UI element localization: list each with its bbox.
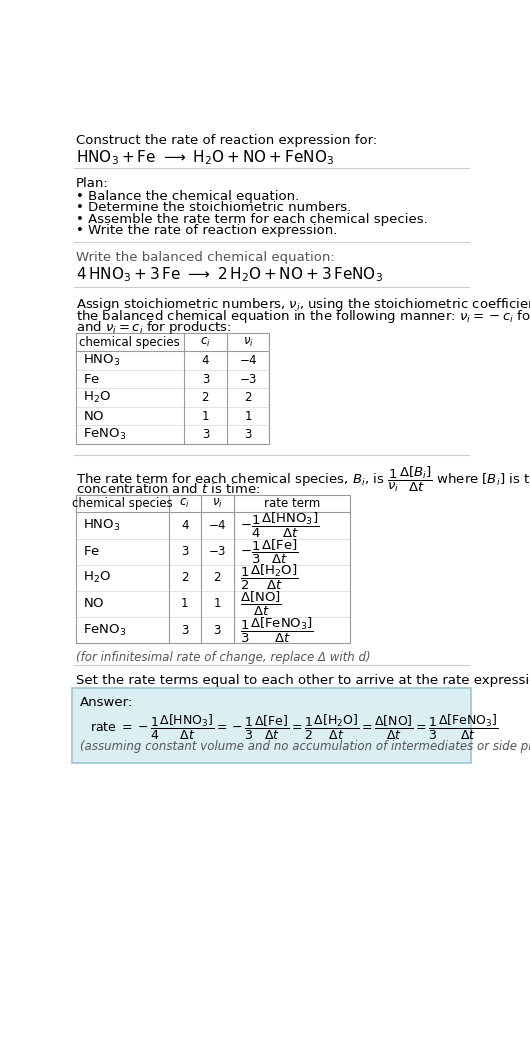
Text: Assign stoichiometric numbers, $\nu_i$, using the stoichiometric coefficients, $: Assign stoichiometric numbers, $\nu_i$, … [76, 296, 530, 313]
Text: $\nu_i$: $\nu_i$ [212, 497, 223, 511]
Bar [76, 333, 269, 444]
Text: $\mathrm{Fe}$: $\mathrm{Fe}$ [83, 545, 100, 559]
Text: 1: 1 [201, 410, 209, 423]
Text: $-\dfrac{1}{4}\dfrac{\Delta[\mathrm{HNO_3}]}{\Delta t}$: $-\dfrac{1}{4}\dfrac{\Delta[\mathrm{HNO_… [240, 511, 319, 540]
Text: 3: 3 [181, 545, 189, 559]
Text: • Determine the stoichiometric numbers.: • Determine the stoichiometric numbers. [76, 201, 351, 215]
Text: Write the balanced chemical equation:: Write the balanced chemical equation: [76, 251, 334, 265]
Text: $-\dfrac{1}{3}\dfrac{\Delta[\mathrm{Fe}]}{\Delta t}$: $-\dfrac{1}{3}\dfrac{\Delta[\mathrm{Fe}]… [240, 538, 298, 566]
Text: rate $= -\dfrac{1}{4}\dfrac{\Delta[\mathrm{HNO_3}]}{\Delta t} = -\dfrac{1}{3}\df: rate $= -\dfrac{1}{4}\dfrac{\Delta[\math… [90, 713, 498, 742]
Text: 3: 3 [181, 624, 189, 637]
Text: Plan:: Plan: [76, 177, 108, 191]
Text: $\mathrm{Fe}$: $\mathrm{Fe}$ [83, 373, 100, 386]
Text: 2: 2 [181, 571, 189, 585]
Text: 1: 1 [181, 597, 189, 611]
Text: $\mathrm{H_2O}$: $\mathrm{H_2O}$ [83, 390, 111, 405]
Text: $-4$: $-4$ [238, 354, 258, 367]
Text: • Balance the chemical equation.: • Balance the chemical equation. [76, 190, 299, 203]
Text: 2: 2 [201, 391, 209, 404]
FancyBboxPatch shape [73, 688, 471, 764]
Text: $c_i$: $c_i$ [180, 497, 190, 511]
Text: $-3$: $-3$ [208, 545, 226, 559]
Text: $\nu_i$: $\nu_i$ [243, 336, 253, 349]
Text: $3$: $3$ [213, 624, 222, 637]
Text: chemical species: chemical species [72, 497, 172, 511]
Text: $\mathrm{HNO_3}$: $\mathrm{HNO_3}$ [83, 518, 121, 534]
Text: $c_i$: $c_i$ [200, 336, 211, 349]
Text: (assuming constant volume and no accumulation of intermediates or side products): (assuming constant volume and no accumul… [80, 740, 530, 753]
Text: (for infinitesimal rate of change, replace Δ with d): (for infinitesimal rate of change, repla… [76, 651, 370, 664]
Text: $2$: $2$ [244, 391, 252, 404]
Text: • Assemble the rate term for each chemical species.: • Assemble the rate term for each chemic… [76, 213, 427, 226]
Text: $\mathrm{NO}$: $\mathrm{NO}$ [83, 597, 105, 611]
Text: $1$: $1$ [244, 410, 252, 423]
Text: $\dfrac{1}{3}\dfrac{\Delta[\mathrm{FeNO_3}]}{\Delta t}$: $\dfrac{1}{3}\dfrac{\Delta[\mathrm{FeNO_… [240, 616, 314, 645]
Text: and $\nu_i = c_i$ for products:: and $\nu_i = c_i$ for products: [76, 319, 231, 337]
Text: $\mathrm{FeNO_3}$: $\mathrm{FeNO_3}$ [83, 623, 127, 638]
Text: $\mathrm{H_2O}$: $\mathrm{H_2O}$ [83, 570, 111, 586]
Text: $-3$: $-3$ [239, 373, 257, 386]
Text: $3$: $3$ [244, 428, 252, 441]
Text: Construct the rate of reaction expression for:: Construct the rate of reaction expressio… [76, 134, 377, 147]
Text: 3: 3 [202, 428, 209, 441]
Text: 4: 4 [181, 519, 189, 531]
Text: $\mathrm{HNO_3 + Fe \ \longrightarrow \ H_2O + NO + FeNO_3}$: $\mathrm{HNO_3 + Fe \ \longrightarrow \ … [76, 148, 334, 167]
Text: $\mathrm{4\,HNO_3 + 3\,Fe \ \longrightarrow \ 2\,H_2O + NO + 3\,FeNO_3}$: $\mathrm{4\,HNO_3 + 3\,Fe \ \longrightar… [76, 265, 383, 283]
Text: 4: 4 [201, 354, 209, 367]
Text: $\mathrm{FeNO_3}$: $\mathrm{FeNO_3}$ [83, 427, 127, 442]
Text: rate term: rate term [263, 497, 320, 511]
Text: $-4$: $-4$ [208, 519, 227, 531]
Text: $\mathrm{NO}$: $\mathrm{NO}$ [83, 410, 105, 423]
Text: Set the rate terms equal to each other to arrive at the rate expression:: Set the rate terms equal to each other t… [76, 674, 530, 687]
Text: The rate term for each chemical species, $B_i$, is $\dfrac{1}{\nu_i}\dfrac{\Delt: The rate term for each chemical species,… [76, 465, 530, 494]
Text: chemical species: chemical species [80, 336, 180, 349]
Text: • Write the rate of reaction expression.: • Write the rate of reaction expression. [76, 224, 337, 238]
Text: $\mathrm{HNO_3}$: $\mathrm{HNO_3}$ [83, 353, 121, 368]
Text: Answer:: Answer: [80, 696, 134, 709]
Text: $1$: $1$ [213, 597, 222, 611]
Text: $2$: $2$ [213, 571, 222, 585]
Text: the balanced chemical equation in the following manner: $\nu_i = -c_i$ for react: the balanced chemical equation in the fo… [76, 307, 530, 324]
Text: concentration and $t$ is time:: concentration and $t$ is time: [76, 481, 260, 496]
Text: $\dfrac{1}{2}\dfrac{\Delta[\mathrm{H_2O}]}{\Delta t}$: $\dfrac{1}{2}\dfrac{\Delta[\mathrm{H_2O}… [240, 563, 298, 593]
Text: 3: 3 [202, 373, 209, 386]
Text: $\dfrac{\Delta[\mathrm{NO}]}{\Delta t}$: $\dfrac{\Delta[\mathrm{NO}]}{\Delta t}$ [240, 590, 281, 618]
Bar [76, 495, 350, 643]
